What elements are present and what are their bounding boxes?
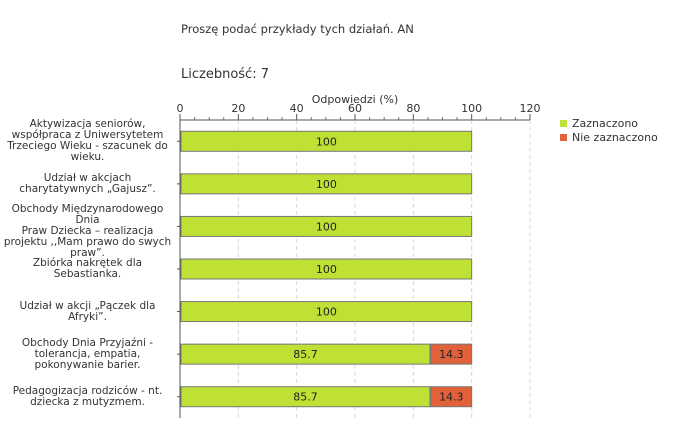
- legend-item: Zaznaczono: [560, 117, 638, 130]
- x-tick-label: 40: [290, 102, 304, 115]
- category-label: Obchody Dnia Przyjaźni - tolerancja, emp…: [21, 336, 154, 371]
- legend-item: Nie zaznaczono: [560, 131, 658, 144]
- legend-swatch: [560, 134, 567, 141]
- respondent-count: Liczebność: 7: [181, 67, 269, 82]
- category-label: Udział w akcji „Pączek dla Afryki”.: [19, 299, 156, 323]
- x-tick-label: 100: [461, 102, 482, 115]
- question-title: Proszę podać przykłady tych działań. AN: [181, 22, 414, 36]
- legend-label: Nie zaznaczono: [572, 131, 658, 144]
- bar-value-label: 14.3: [439, 348, 464, 361]
- bar-value-label: 85.7: [293, 391, 318, 404]
- x-tick-label: 60: [348, 102, 362, 115]
- category-label: Udział w akcjach charytatywnych „Gajusz”…: [19, 171, 156, 195]
- x-axis-label: Odpowiedzi (%): [312, 93, 399, 106]
- x-tick-label: 120: [520, 102, 541, 115]
- bar-segment: [180, 215, 473, 237]
- bar-segment: [430, 386, 473, 408]
- bar-value-label: 14.3: [439, 391, 464, 404]
- bar-value-label: 100: [316, 135, 337, 148]
- bar-segment: [180, 301, 473, 323]
- legend-swatch: [560, 120, 567, 127]
- category-label: Zbiórka nakrętek dla Sebastianka.: [32, 257, 143, 280]
- x-tick-label: 80: [406, 102, 420, 115]
- bar-segment: [180, 258, 473, 280]
- bar-value-label: 85.7: [293, 348, 318, 361]
- bar-value-label: 100: [316, 306, 337, 319]
- bar-segment: [180, 343, 431, 365]
- bar-segment: [180, 386, 431, 408]
- category-label: Aktywizacja seniorów, współpraca z Uniwe…: [7, 118, 168, 164]
- bar-segment: [180, 130, 473, 152]
- x-tick-label: 20: [231, 102, 245, 115]
- category-label: Pedagogizacja rodziców - nt. dziecka z m…: [12, 384, 163, 408]
- count-label: Liczebność:: [181, 67, 257, 82]
- bar-value-label: 100: [316, 220, 337, 233]
- bar-segment: [180, 173, 473, 195]
- bar-segment: [430, 343, 473, 365]
- bar-value-label: 100: [316, 178, 337, 191]
- x-tick-label: 0: [177, 102, 184, 115]
- category-label: Obchody Międzynarodowego Dnia Praw Dziec…: [3, 203, 172, 260]
- count-value: 7: [260, 67, 269, 82]
- legend-label: Zaznaczono: [572, 117, 639, 130]
- bar-value-label: 100: [316, 263, 337, 276]
